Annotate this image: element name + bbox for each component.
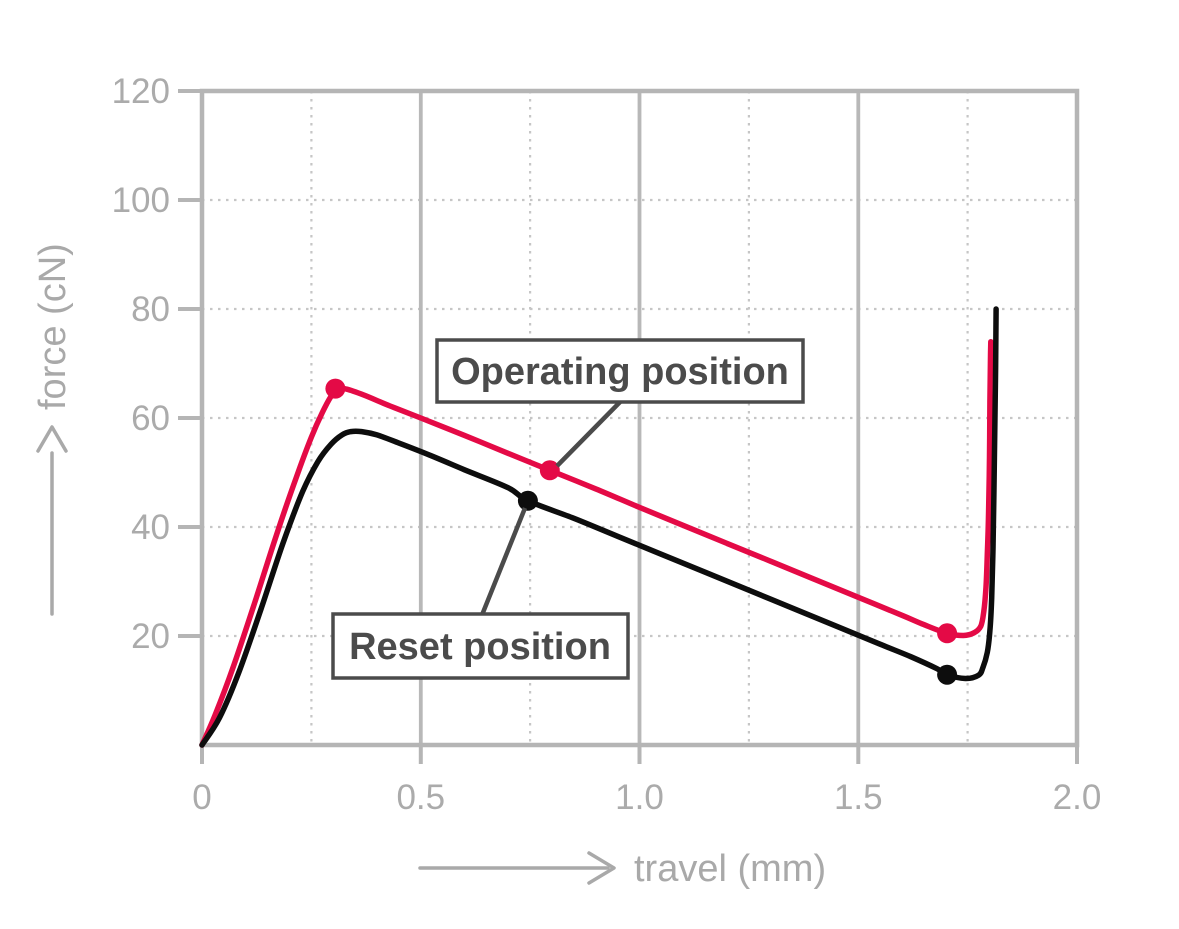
data-point-markers <box>325 378 958 685</box>
tick-labels: 20 40 60 80 100 120 0 0.5 1.0 1.5 2.0 <box>112 72 1102 817</box>
red-curve-press-stroke-marker <box>937 623 958 644</box>
x-tick-label: 1.0 <box>615 778 664 817</box>
x-tick-label: 2.0 <box>1053 778 1102 817</box>
reset-position-leader-line <box>479 507 528 616</box>
black-curve-release-stroke-marker <box>517 490 538 511</box>
y-axis-title-group: force (cN) <box>32 243 74 616</box>
x-tick-label: 0 <box>192 778 211 817</box>
red-curve-press-stroke-marker <box>539 460 560 481</box>
operating-position-box <box>435 338 805 404</box>
operating-position-callout: Operating position <box>435 338 805 404</box>
reset-position-label: Reset position <box>349 626 611 668</box>
y-tick-label: 80 <box>131 290 170 329</box>
x-axis-title: travel (mm) <box>634 848 826 890</box>
x-axis-arrow-head-icon <box>587 851 616 885</box>
axes-frame <box>178 88 1080 764</box>
y-tick-label: 100 <box>112 181 170 220</box>
reset-position-callout: Reset position <box>331 612 630 680</box>
black-curve-release-stroke-marker <box>937 664 958 685</box>
y-axis-title: force (cN) <box>32 243 74 410</box>
y-tick-label: 60 <box>131 399 170 438</box>
black-curve-release-stroke <box>199 306 999 748</box>
red-curve-press-stroke <box>199 338 994 748</box>
y-tick-label: 20 <box>131 617 170 656</box>
curves <box>199 306 999 748</box>
operating-position-label: Operating position <box>451 351 789 393</box>
y-tick-label: 40 <box>131 508 170 547</box>
x-tick-label: 0.5 <box>396 778 445 817</box>
y-axis-arrow-head-icon <box>36 425 68 453</box>
reset-position-box <box>331 612 630 680</box>
x-axis-title-group: travel (mm) <box>418 848 826 890</box>
red-curve-press-stroke-marker <box>325 378 346 399</box>
x-tick-label: 1.5 <box>834 778 883 817</box>
operating-position-leader-line <box>555 398 624 468</box>
y-tick-label: 120 <box>112 72 170 111</box>
